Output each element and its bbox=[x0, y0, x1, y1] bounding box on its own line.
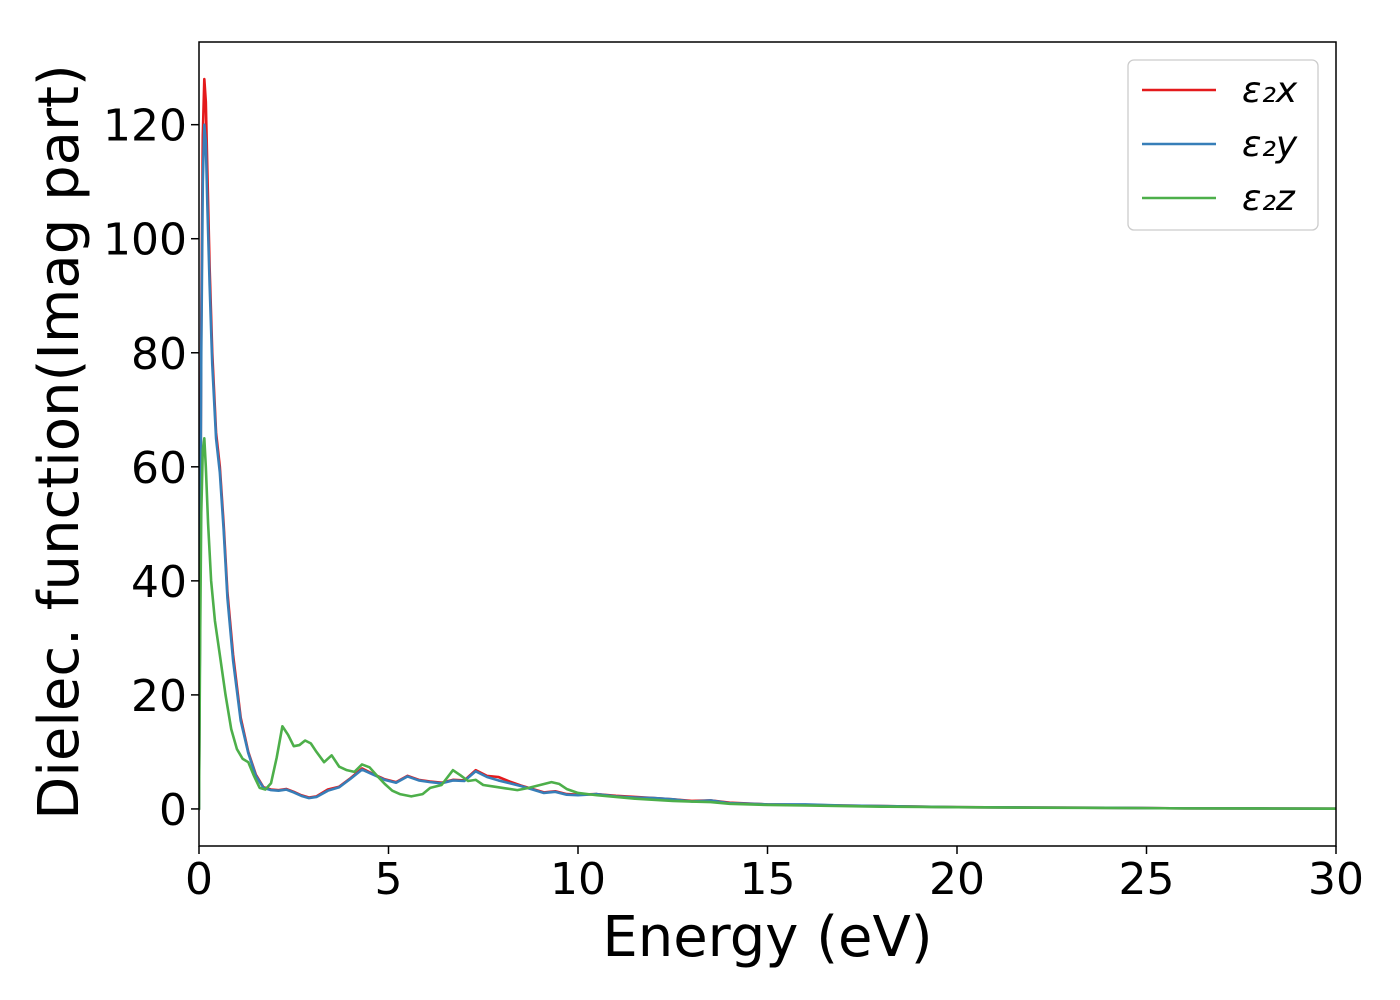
y-tick-label: 60 bbox=[131, 443, 187, 494]
legend-label: ε₂z bbox=[1242, 178, 1296, 219]
x-tick-label: 15 bbox=[740, 854, 796, 905]
series-layer bbox=[199, 77, 1336, 811]
x-axis-label: Energy (eV) bbox=[602, 905, 932, 970]
y-tick-label: 120 bbox=[103, 101, 187, 152]
x-tick-label: 30 bbox=[1308, 854, 1364, 905]
x-axis-ticks: 0 5 10 15 20 25 30 bbox=[185, 846, 1364, 905]
legend-label: ε₂x bbox=[1242, 70, 1298, 111]
y-axis-ticks: 0 20 40 60 80 100 120 bbox=[103, 101, 199, 836]
y-tick-label: 40 bbox=[131, 557, 187, 608]
legend-box bbox=[1127, 59, 1319, 231]
x-tick-label: 5 bbox=[375, 854, 403, 905]
x-tick-label: 0 bbox=[185, 854, 213, 905]
legend: ε₂x ε₂y ε₂z bbox=[1127, 59, 1319, 231]
y-tick-label: 80 bbox=[131, 329, 187, 380]
series-line-3 bbox=[199, 437, 1336, 811]
series-line-2 bbox=[199, 123, 1336, 811]
x-tick-label: 25 bbox=[1119, 854, 1175, 905]
x-tick-label: 20 bbox=[929, 854, 985, 905]
legend-label: ε₂y bbox=[1242, 124, 1298, 165]
y-tick-label: 20 bbox=[131, 671, 187, 722]
x-tick-label: 10 bbox=[550, 854, 606, 905]
y-axis-label: Dielec. function(Imag part) bbox=[27, 64, 92, 820]
y-tick-label: 100 bbox=[103, 215, 187, 266]
y-tick-label: 0 bbox=[159, 785, 187, 836]
